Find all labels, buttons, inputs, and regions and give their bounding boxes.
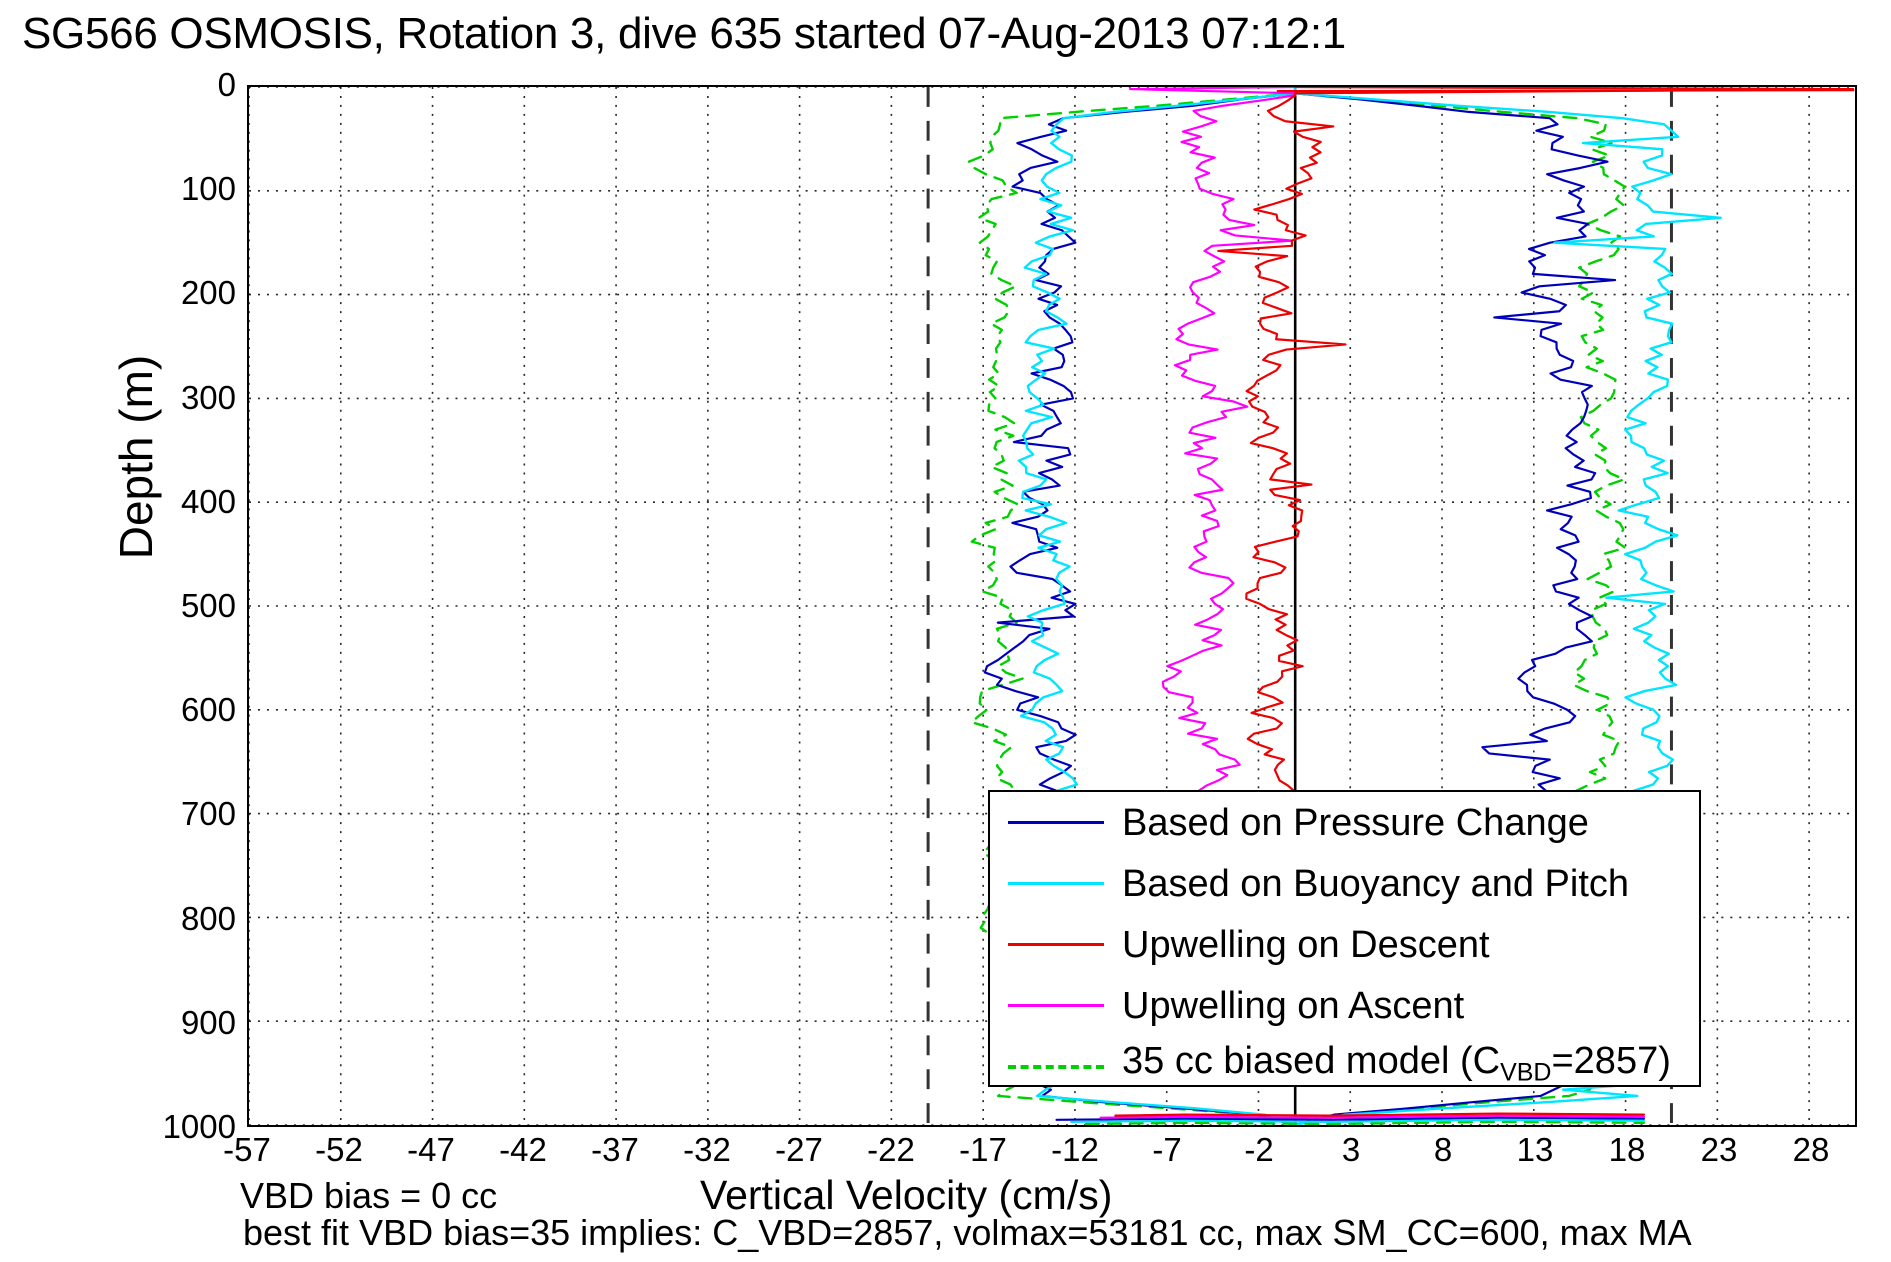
legend: Based on Pressure Change Based on Buoyanc…	[988, 790, 1701, 1087]
series-line-pressure-change	[983, 87, 1617, 1125]
series-bottom-tail	[1070, 1118, 1646, 1124]
x-tick-label: -42	[499, 1131, 547, 1168]
legend-item[interactable]: 35 cc biased model (CVBD=2857)	[990, 1036, 1699, 1097]
legend-label: Upwelling on Ascent	[1122, 984, 1465, 1027]
x-tick-label: -17	[959, 1131, 1007, 1168]
legend-swatch-3	[1008, 943, 1104, 946]
series-line-upwelling-ascent	[1128, 87, 1297, 803]
legend-swatch-1	[1008, 821, 1104, 824]
legend-swatch-4	[1008, 1004, 1104, 1007]
x-tick-label: -27	[775, 1131, 823, 1168]
x-tick-label: -7	[1152, 1131, 1182, 1168]
legend-label: 35 cc biased model (CVBD=2857)	[1122, 1039, 1671, 1087]
y-tick-label: 100	[180, 170, 236, 208]
footer-annotation: best fit VBD bias=35 implies: C_VBD=2857…	[243, 1212, 1692, 1253]
x-tick-label: -22	[867, 1131, 915, 1168]
legend-label: Upwelling on Descent	[1122, 923, 1490, 966]
x-tick-label: -52	[315, 1131, 363, 1168]
series-bottom-tail	[1055, 1116, 1646, 1121]
vbd-bias-annotation: VBD bias = 0 cc	[240, 1175, 498, 1216]
y-tick-label: 1000	[162, 1108, 236, 1145]
legend-item[interactable]: Upwelling on Ascent	[990, 975, 1699, 1036]
legend-item[interactable]: Based on Buoyancy and Pitch	[990, 853, 1699, 914]
y-tick-label: 900	[180, 1003, 236, 1041]
series-bottom-tail	[1114, 1112, 1646, 1117]
legend-label-subscript: VBD	[1500, 1058, 1552, 1087]
series-line-biased-model	[967, 87, 1627, 1125]
page-title: SG566 OSMOSIS, Rotation 3, dive 635 star…	[22, 9, 1346, 58]
series-bottom-tail	[1099, 1114, 1646, 1119]
y-tick-label: 400	[180, 482, 236, 520]
series-line-upwelling-descent	[1217, 87, 1855, 792]
legend-item[interactable]: Based on Pressure Change	[990, 792, 1699, 853]
x-tick-label: -12	[1051, 1131, 1099, 1168]
y-tick-label: 0	[217, 66, 236, 103]
x-tick-label: 18	[1608, 1131, 1646, 1168]
y-tick-label: 800	[180, 899, 236, 937]
legend-swatch-2	[1008, 882, 1104, 885]
legend-swatch-5	[1008, 1064, 1104, 1069]
x-tick-label: 23	[1700, 1131, 1738, 1168]
y-tick-label: 600	[180, 691, 236, 729]
x-tick-label: -47	[407, 1131, 455, 1168]
series-line-upwelling-descent-surface	[1276, 89, 1855, 93]
x-tick-label: 8	[1433, 1131, 1453, 1168]
legend-label: Based on Buoyancy and Pitch	[1122, 862, 1630, 905]
x-tick-label: -57	[223, 1131, 271, 1168]
y-tick-label: 500	[180, 587, 236, 624]
legend-label: Based on Pressure Change	[1122, 801, 1589, 844]
y-tick-label: 200	[180, 274, 236, 312]
series-line-buoyancy-pitch	[1017, 87, 1722, 1125]
series-bottom-tail	[1084, 1120, 1646, 1125]
y-tick-label: 700	[180, 795, 236, 833]
x-tick-label: 28	[1792, 1131, 1830, 1168]
y-tick-label: 300	[180, 378, 236, 416]
x-tick-label: -37	[591, 1131, 639, 1168]
x-tick-label: -32	[683, 1131, 731, 1168]
x-tick-label: 13	[1516, 1131, 1554, 1168]
x-tick-label: -2	[1244, 1131, 1274, 1168]
x-axis-label: Vertical Velocity (cm/s)	[700, 1172, 1113, 1218]
x-tick-label: 3	[1341, 1131, 1361, 1168]
legend-item[interactable]: Upwelling on Descent	[990, 914, 1699, 975]
